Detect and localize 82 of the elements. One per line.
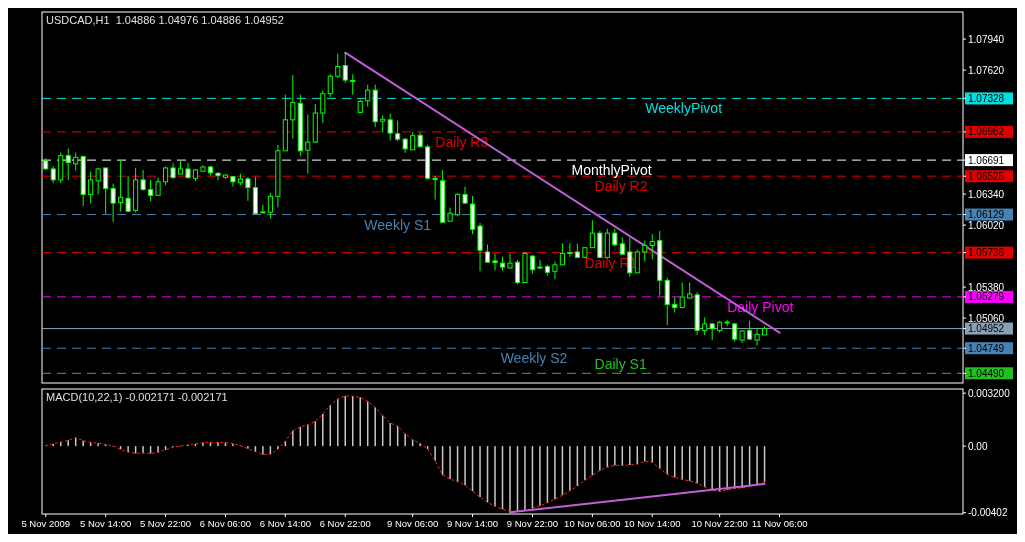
candlestick: [350, 73, 356, 96]
y-tick-label: 1.07620: [968, 64, 1005, 76]
ref-line-label: Daily R2: [594, 178, 648, 195]
x-tick-label: 9 Nov 22:00: [506, 518, 559, 529]
candlestick: [537, 259, 543, 270]
candlestick: [148, 179, 154, 202]
candlestick: [507, 252, 513, 269]
x-tick-label: 10 Nov 14:00: [624, 518, 681, 529]
candlestick: [230, 175, 236, 188]
candlestick: [387, 113, 393, 142]
candlestick: [649, 233, 655, 260]
x-tick-label: 6 Nov 14:00: [259, 518, 311, 529]
candlestick: [642, 240, 648, 263]
y-tick-label: 1.05279: [968, 291, 1005, 303]
candlestick: [260, 204, 266, 214]
y-tick-label: 1.04490: [968, 367, 1005, 379]
candlestick: [267, 192, 273, 220]
y-tick-label: 1.04749: [968, 342, 1005, 354]
candlestick: [395, 119, 401, 142]
ref-line-label: Daily S1: [594, 356, 647, 373]
chart-title: USDCAD,H1 1.04886 1.04976 1.04886 1.04952: [46, 14, 284, 26]
ref-line-label: MonthlyPivot: [571, 162, 652, 179]
candlestick: [455, 192, 461, 217]
candlestick: [492, 252, 498, 271]
ref-line-label: Weekly S2: [500, 350, 568, 367]
candlestick: [567, 242, 573, 258]
candlestick: [335, 53, 341, 79]
candlestick: [320, 89, 326, 124]
candlestick: [514, 259, 521, 285]
y-tick-label: 1.06691: [968, 154, 1005, 166]
x-tick-label: 5 Nov 22:00: [139, 518, 192, 529]
y-tick-label: 1.06020: [968, 219, 1005, 231]
candlestick: [724, 319, 730, 327]
y-tick-label: 1.05060: [968, 312, 1005, 324]
y-tick-label: 1.04952: [968, 323, 1005, 335]
candlestick: [110, 182, 116, 223]
x-tick-label: 10 Nov 22:00: [691, 518, 748, 529]
x-tick-label: 5 Nov 2009: [21, 518, 71, 529]
x-tick-label: 6 Nov 06:00: [199, 518, 252, 529]
y-tick-label: 0.003200: [968, 387, 1011, 399]
candlestick: [215, 172, 221, 181]
chart-title: MACD(10,22,1) -0.002171 -0.002171: [46, 391, 228, 403]
y-tick-label: 1.07328: [968, 92, 1005, 104]
candlestick: [103, 167, 109, 215]
candlestick: [305, 114, 311, 174]
y-tick-label: 0.00: [968, 440, 988, 452]
candlestick: [140, 169, 146, 192]
line-series: [45, 395, 766, 513]
candlestick: [88, 171, 94, 205]
ref-line-label: Weekly S1: [364, 216, 432, 233]
x-tick-label: 10 Nov 06:00: [564, 518, 621, 529]
candlestick: [73, 151, 79, 172]
candlestick: [290, 74, 296, 140]
x-tick-label: 9 Nov 14:00: [446, 518, 499, 529]
x-tick-label: 11 Nov 06:00: [751, 518, 808, 529]
candlestick: [589, 219, 595, 249]
y-tick-label: 1.06340: [968, 188, 1005, 200]
candlestick: [342, 51, 348, 84]
candlestick: [679, 282, 685, 309]
candlestick: [432, 175, 438, 201]
candlestick: [162, 165, 169, 186]
candlestick: [118, 159, 124, 213]
candlestick: [125, 175, 131, 213]
candlestick: [529, 254, 536, 275]
y-tick-label: 1.05736: [968, 247, 1005, 259]
candlestick: [559, 242, 565, 266]
candlestick: [552, 261, 558, 280]
candlestick: [95, 167, 101, 195]
candlestick: [754, 327, 760, 347]
candlestick: [365, 84, 371, 108]
y-tick-label: -0.00402: [968, 507, 1008, 519]
ref-line-label: WeeklyPivot: [645, 100, 723, 117]
y-tick-label: 1.05380: [968, 281, 1005, 293]
candlestick: [327, 73, 333, 98]
y-tick-label: 1.06525: [968, 170, 1005, 182]
y-tick-label: 1.06982: [968, 126, 1005, 138]
x-tick-label: 6 Nov 22:00: [319, 518, 371, 529]
x-tick-label: 9 Nov 06:00: [387, 518, 439, 529]
x-tick-label: 5 Nov 14:00: [80, 518, 132, 529]
candlestick: [245, 176, 251, 202]
y-tick-label: 1.06129: [968, 209, 1005, 221]
y-tick-label: 1.07940: [968, 33, 1005, 45]
